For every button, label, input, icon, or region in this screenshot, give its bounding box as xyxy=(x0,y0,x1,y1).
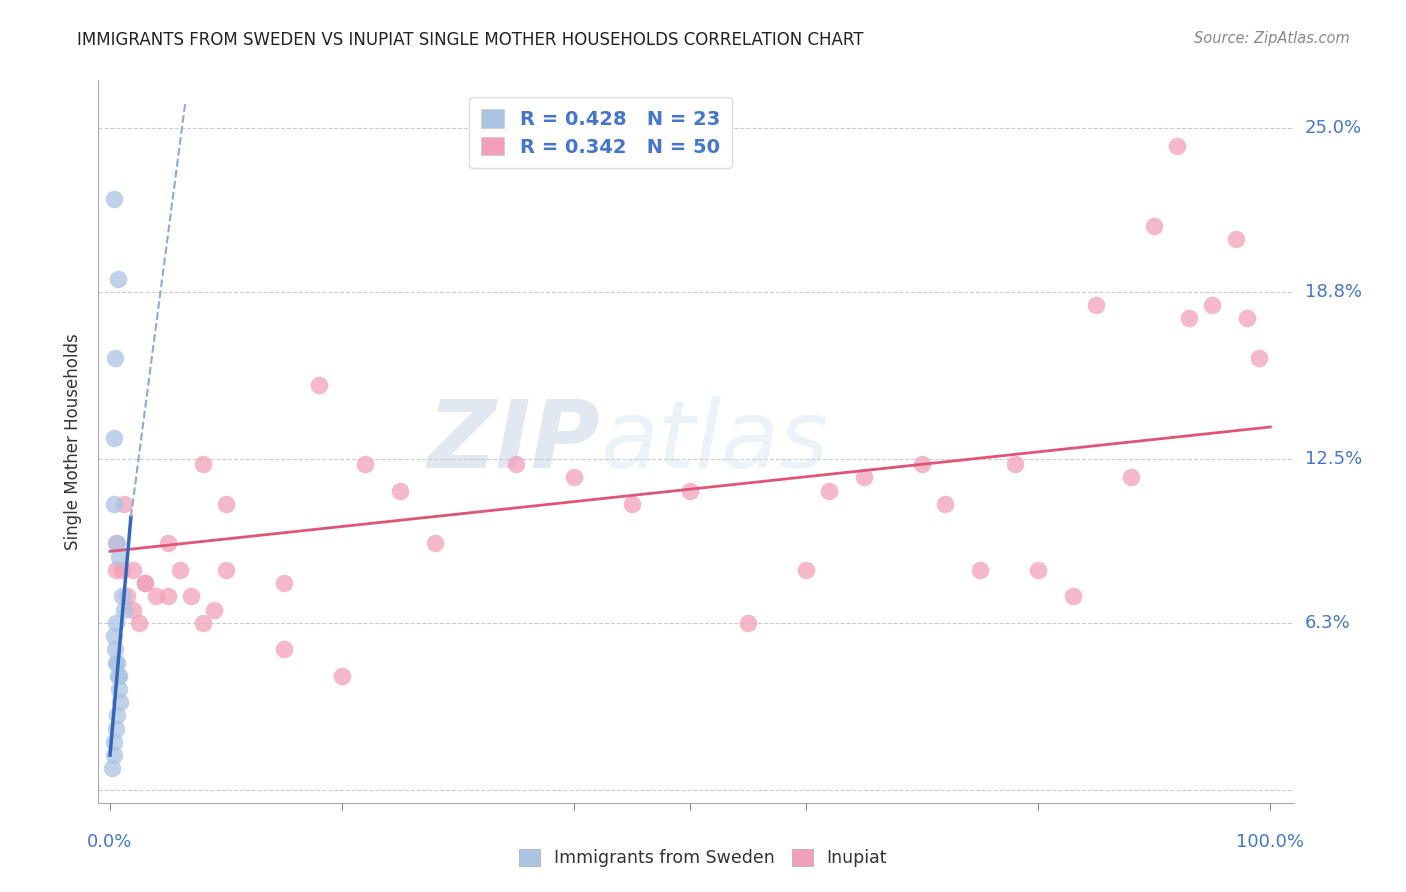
Point xyxy=(737,615,759,630)
Point xyxy=(107,272,129,286)
Point xyxy=(104,722,127,736)
Text: Source: ZipAtlas.com: Source: ZipAtlas.com xyxy=(1194,31,1350,46)
Point xyxy=(308,377,330,392)
Text: 6.3%: 6.3% xyxy=(1305,614,1350,632)
Point xyxy=(1119,470,1142,484)
Point xyxy=(169,563,191,577)
Point xyxy=(1026,563,1049,577)
Point xyxy=(105,536,128,550)
Point xyxy=(108,549,131,564)
Text: ZIP: ZIP xyxy=(427,395,600,488)
Text: atlas: atlas xyxy=(600,396,828,487)
Text: 100.0%: 100.0% xyxy=(1236,833,1305,851)
Text: 18.8%: 18.8% xyxy=(1305,283,1361,301)
Y-axis label: Single Mother Households: Single Mother Households xyxy=(65,334,83,549)
Point xyxy=(103,431,125,445)
Point xyxy=(1247,351,1270,366)
Point xyxy=(157,590,180,604)
Point xyxy=(104,656,127,670)
Point xyxy=(389,483,412,498)
Point xyxy=(1201,298,1223,312)
Point xyxy=(111,590,134,604)
Point xyxy=(104,642,127,657)
Point xyxy=(108,681,131,696)
Point xyxy=(273,642,295,657)
Point xyxy=(273,576,295,591)
Point xyxy=(108,669,131,683)
Point xyxy=(1062,590,1084,604)
Point xyxy=(101,761,124,775)
Point xyxy=(134,576,156,591)
Point xyxy=(104,615,127,630)
Point xyxy=(1166,139,1188,153)
Point xyxy=(128,615,150,630)
Point xyxy=(122,563,145,577)
Point xyxy=(1143,219,1166,233)
Point xyxy=(103,748,125,763)
Point xyxy=(354,457,377,471)
Point xyxy=(105,708,128,723)
Point xyxy=(794,563,817,577)
Point xyxy=(103,735,125,749)
Point xyxy=(215,497,238,511)
Point xyxy=(104,351,127,366)
Point xyxy=(157,536,180,550)
Point xyxy=(180,590,202,604)
Point xyxy=(122,602,145,616)
Point xyxy=(562,470,585,484)
Point xyxy=(110,695,132,709)
Point xyxy=(112,497,135,511)
Point xyxy=(104,536,127,550)
Legend: R = 0.428   N = 23, R = 0.342   N = 50: R = 0.428 N = 23, R = 0.342 N = 50 xyxy=(470,97,731,169)
Point xyxy=(621,497,644,511)
Point xyxy=(112,602,135,616)
Point xyxy=(911,457,934,471)
Point xyxy=(505,457,527,471)
Point xyxy=(818,483,841,498)
Point xyxy=(423,536,446,550)
Point xyxy=(145,590,167,604)
Point xyxy=(204,602,226,616)
Point xyxy=(103,629,125,643)
Point xyxy=(104,563,127,577)
Point xyxy=(853,470,876,484)
Point xyxy=(934,497,956,511)
Point xyxy=(134,576,156,591)
Point xyxy=(1085,298,1108,312)
Point xyxy=(107,669,129,683)
Point xyxy=(103,497,125,511)
Text: 25.0%: 25.0% xyxy=(1305,119,1362,136)
Point xyxy=(117,590,139,604)
Point xyxy=(1225,232,1247,246)
Point xyxy=(679,483,702,498)
Point xyxy=(969,563,991,577)
Point xyxy=(103,193,125,207)
Point xyxy=(1178,311,1201,326)
Point xyxy=(105,656,128,670)
Text: 12.5%: 12.5% xyxy=(1305,450,1362,467)
Text: 0.0%: 0.0% xyxy=(87,833,132,851)
Point xyxy=(191,615,214,630)
Point xyxy=(330,669,353,683)
Legend: Immigrants from Sweden, Inupiat: Immigrants from Sweden, Inupiat xyxy=(512,842,894,874)
Point xyxy=(1236,311,1258,326)
Point xyxy=(1004,457,1026,471)
Point xyxy=(215,563,238,577)
Point xyxy=(111,563,134,577)
Point xyxy=(191,457,214,471)
Text: IMMIGRANTS FROM SWEDEN VS INUPIAT SINGLE MOTHER HOUSEHOLDS CORRELATION CHART: IMMIGRANTS FROM SWEDEN VS INUPIAT SINGLE… xyxy=(77,31,863,49)
